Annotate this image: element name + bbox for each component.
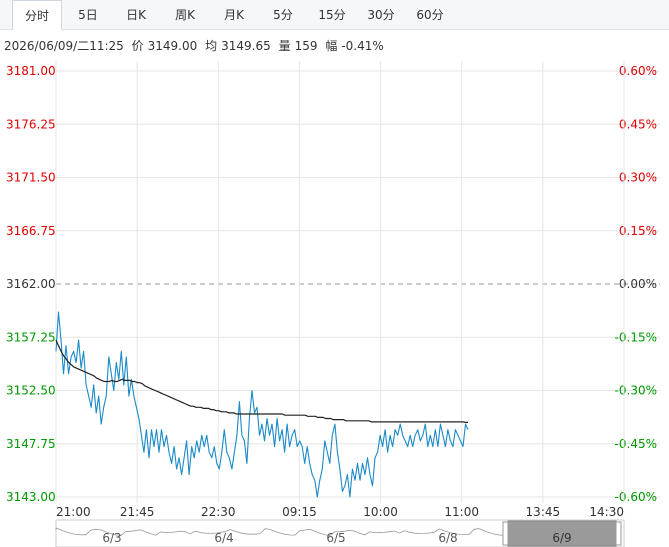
info-price-label: 价 <box>131 39 144 53</box>
pct-tick-label: -0.45% <box>615 437 657 451</box>
info-volume: 159 <box>294 39 318 53</box>
tab-monthly-k[interactable]: 月K <box>224 8 244 22</box>
navigator-date-label: 6/5 <box>326 531 345 545</box>
pct-tick-label: -0.30% <box>615 384 657 398</box>
x-tick-label: 21:00 <box>56 505 91 519</box>
x-tick-label: 22:30 <box>201 505 236 519</box>
y-tick-label: 3181.00 <box>6 64 56 78</box>
tab-daily-k[interactable]: 日K <box>126 8 146 22</box>
navigator-sparkline <box>55 527 505 537</box>
quote-info-bar: 2026/06/09/二11:25 价 3149.00 均 3149.65 量 159… <box>4 37 388 54</box>
navigator-date-label: 6/8 <box>438 531 457 545</box>
y-tick-label: 3143.00 <box>6 490 56 504</box>
pct-tick-label: 0.30% <box>619 171 657 185</box>
pct-tick-label: -0.60% <box>615 490 657 504</box>
series-line-price <box>55 311 469 498</box>
pct-tick-label: -0.15% <box>615 330 657 344</box>
navigator-selected-window <box>507 520 617 547</box>
navigator-date-label: 6/3 <box>102 531 121 545</box>
tab-weekly-k[interactable]: 周K <box>175 8 195 22</box>
y-tick-label: 3157.25 <box>6 330 56 344</box>
info-avg: 3149.65 <box>221 39 271 53</box>
info-change: -0.41% <box>341 39 384 53</box>
tab-60min[interactable]: 60分 <box>416 8 444 22</box>
y-tick-label: 3162.00 <box>6 277 56 291</box>
y-tick-label: 3171.50 <box>6 171 56 185</box>
tab-15min[interactable]: 15分 <box>318 8 346 22</box>
y-tick-label: 3176.25 <box>6 117 56 131</box>
pct-tick-label: 0.00% <box>619 277 657 291</box>
info-datetime: 2026/06/09/二11:25 <box>4 39 124 53</box>
tab-5min[interactable]: 5分 <box>273 8 293 22</box>
x-tick-label: 21:45 <box>120 505 155 519</box>
pct-tick-label: 0.45% <box>619 117 657 131</box>
y-tick-label: 3152.50 <box>6 384 56 398</box>
info-price: 3149.00 <box>147 39 198 53</box>
period-tab-bar: 分时 5日 日K 周K 月K 5分 15分 30分 60分 <box>0 0 669 30</box>
x-tick-label: 10:00 <box>363 505 398 519</box>
x-tick-label: 14:30 <box>589 505 624 519</box>
info-volume-label: 量 <box>278 39 291 53</box>
info-change-label: 幅 <box>325 39 338 53</box>
series-line-avg <box>55 339 468 423</box>
navigator-date-label: 6/9 <box>552 531 571 545</box>
tab-intraday[interactable]: 分时 <box>12 0 62 30</box>
x-tick-label: 09:15 <box>282 505 317 519</box>
x-tick-label: 11:00 <box>444 505 479 519</box>
tab-5day[interactable]: 5日 <box>78 8 98 22</box>
pct-tick-label: 0.60% <box>619 64 657 78</box>
info-avg-label: 均 <box>205 39 218 53</box>
navigator-handle-left <box>502 521 509 546</box>
tab-30min[interactable]: 30分 <box>367 8 395 22</box>
x-tick-label: 13:45 <box>526 505 561 519</box>
navigator-handle-right <box>615 521 622 546</box>
navigator-date-label: 6/4 <box>214 531 233 545</box>
y-tick-label: 3166.75 <box>6 224 56 238</box>
y-tick-label: 3147.75 <box>6 437 56 451</box>
pct-tick-label: 0.15% <box>619 224 657 238</box>
